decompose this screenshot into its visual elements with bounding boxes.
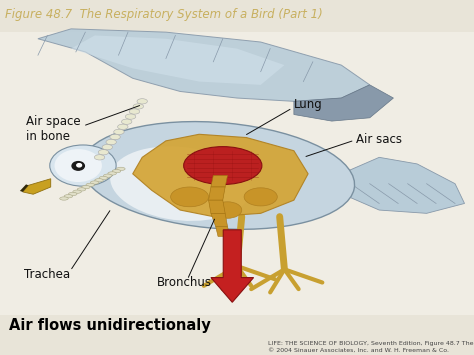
Polygon shape (38, 29, 370, 101)
Text: Bronchus: Bronchus (156, 276, 211, 289)
Ellipse shape (118, 124, 128, 130)
Ellipse shape (99, 176, 108, 180)
Ellipse shape (137, 99, 147, 104)
Ellipse shape (129, 109, 140, 114)
Circle shape (77, 164, 82, 167)
Polygon shape (71, 36, 284, 85)
Ellipse shape (103, 174, 112, 178)
Polygon shape (294, 85, 393, 121)
Ellipse shape (60, 197, 68, 200)
Ellipse shape (77, 188, 86, 191)
Text: Figure 48.7  The Respiratory System of a Bird (Part 1): Figure 48.7 The Respiratory System of a … (5, 7, 322, 21)
Polygon shape (20, 184, 28, 192)
Ellipse shape (114, 129, 124, 135)
Ellipse shape (112, 169, 121, 173)
Ellipse shape (82, 185, 90, 189)
Ellipse shape (50, 145, 116, 186)
Ellipse shape (55, 149, 102, 182)
Ellipse shape (133, 104, 144, 109)
Polygon shape (23, 179, 51, 194)
Ellipse shape (91, 181, 99, 184)
Polygon shape (216, 226, 230, 236)
Ellipse shape (73, 190, 82, 193)
Polygon shape (209, 200, 225, 213)
Polygon shape (209, 187, 225, 200)
Ellipse shape (94, 155, 105, 160)
Ellipse shape (213, 202, 242, 218)
FancyBboxPatch shape (0, 32, 474, 316)
Polygon shape (341, 157, 465, 213)
Ellipse shape (95, 179, 103, 182)
Ellipse shape (102, 144, 112, 150)
Text: Lung: Lung (294, 98, 323, 111)
Ellipse shape (64, 195, 73, 198)
Ellipse shape (108, 172, 117, 175)
Ellipse shape (125, 114, 136, 119)
FancyArrow shape (211, 230, 254, 302)
Text: Air sacs: Air sacs (356, 133, 401, 146)
Text: Air space
in bone: Air space in bone (26, 115, 81, 143)
Text: Trachea: Trachea (24, 268, 70, 281)
Polygon shape (211, 175, 228, 187)
Ellipse shape (244, 188, 277, 206)
Polygon shape (211, 213, 228, 226)
Circle shape (72, 162, 84, 170)
Text: Air flows unidirectionaly: Air flows unidirectionaly (9, 318, 211, 333)
Ellipse shape (110, 134, 120, 140)
Text: LIFE: THE SCIENCE OF BIOLOGY, Seventh Edition, Figure 48.7 The Respiratory Syste: LIFE: THE SCIENCE OF BIOLOGY, Seventh Ed… (268, 341, 474, 353)
Ellipse shape (110, 146, 250, 221)
Polygon shape (133, 134, 308, 217)
Ellipse shape (117, 167, 125, 170)
Ellipse shape (98, 149, 109, 155)
Ellipse shape (106, 140, 117, 145)
Ellipse shape (68, 192, 77, 196)
Ellipse shape (121, 119, 132, 124)
Ellipse shape (184, 147, 262, 185)
Ellipse shape (86, 183, 94, 186)
Ellipse shape (82, 122, 355, 229)
Ellipse shape (171, 187, 209, 207)
